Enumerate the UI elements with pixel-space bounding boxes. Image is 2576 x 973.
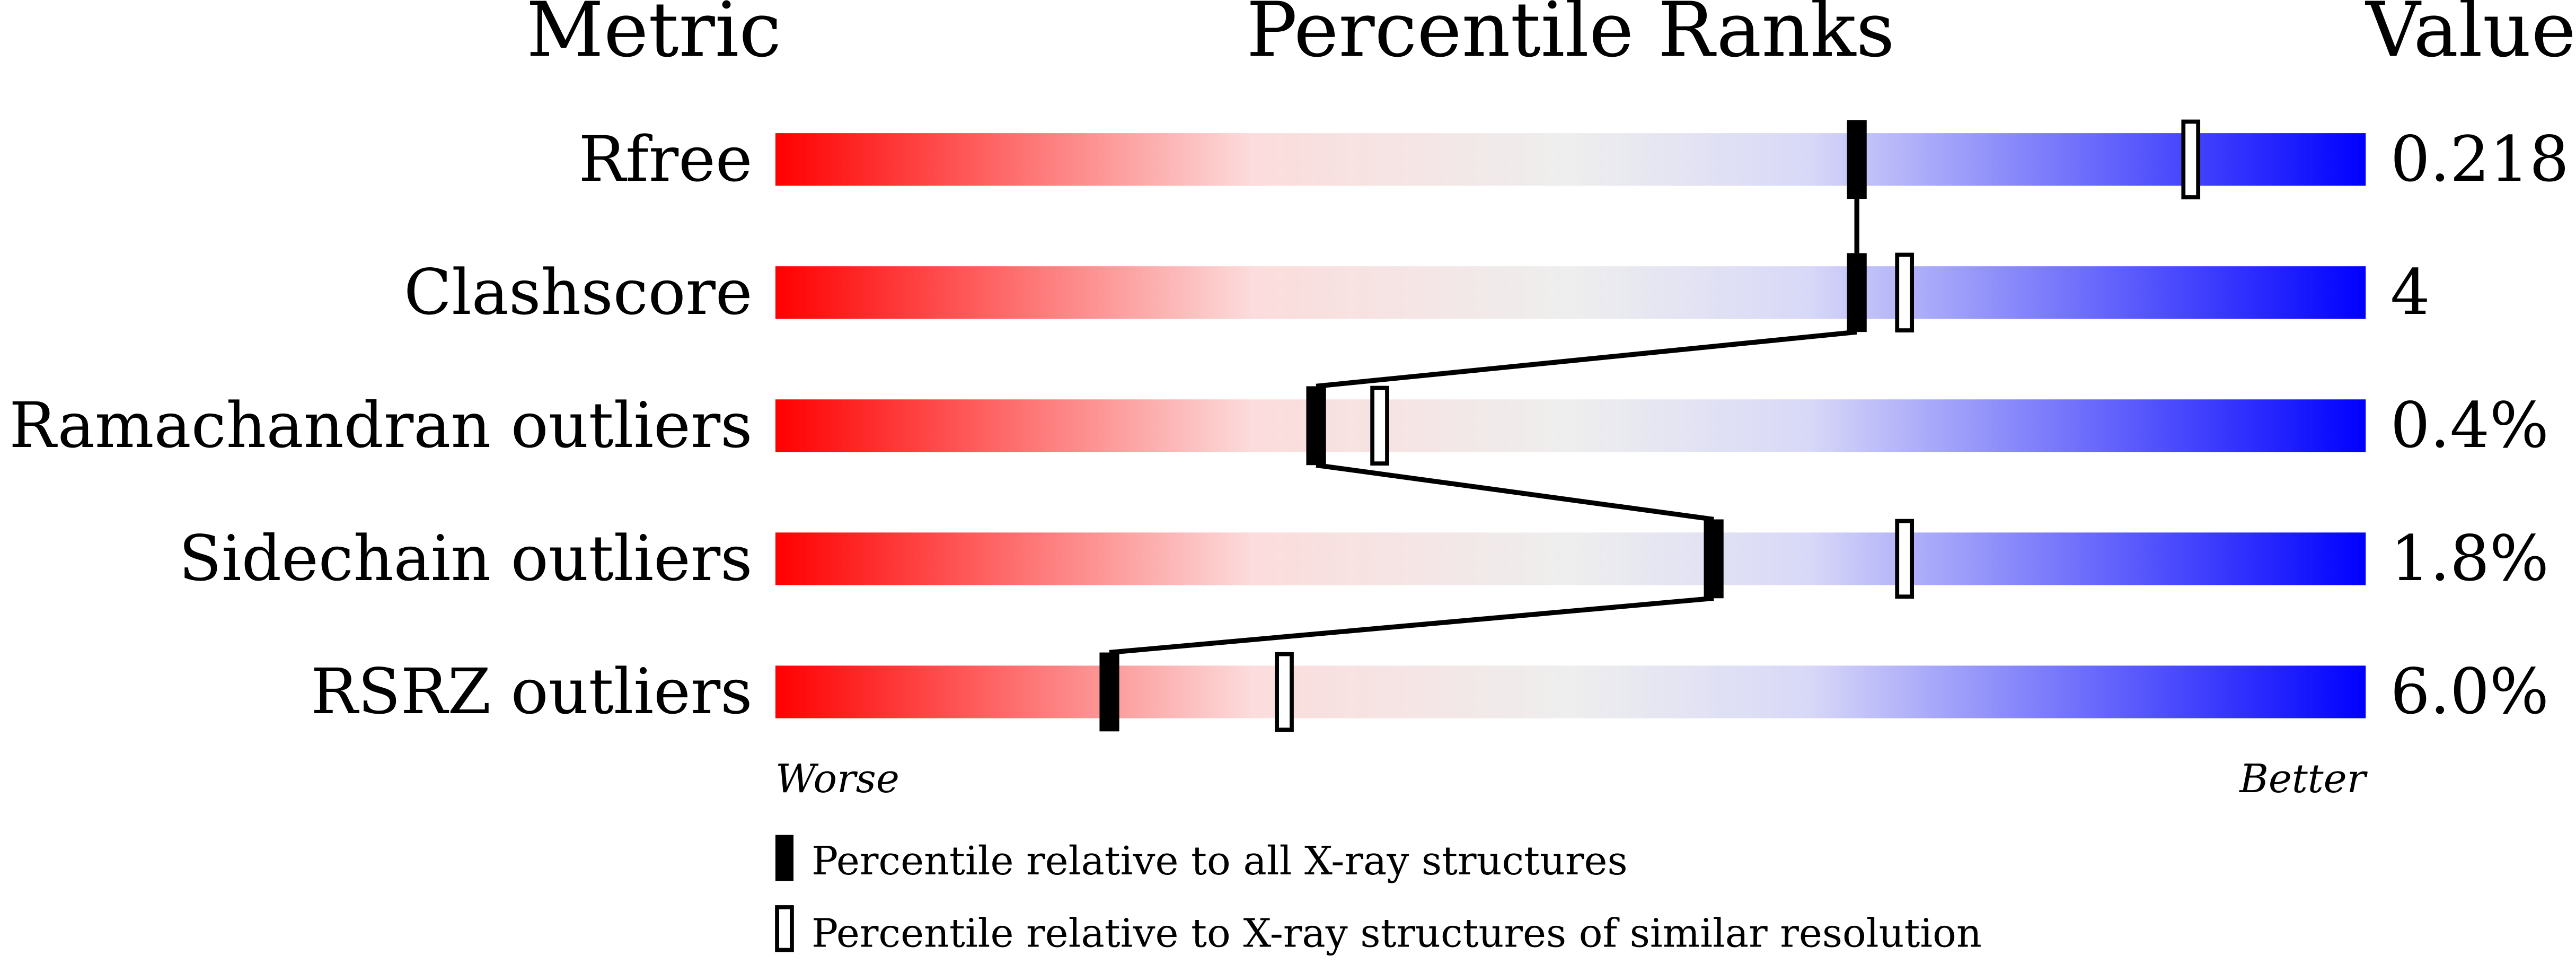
metric-label: Clashscore xyxy=(404,256,753,329)
marker-all-structures xyxy=(1099,652,1119,732)
marker-similar-resolution xyxy=(1895,252,1914,332)
marker-similar-resolution xyxy=(1275,652,1294,732)
axis-better-label: Better xyxy=(2238,756,2368,802)
connector-line xyxy=(1316,462,1714,522)
legend-all-label: Percentile relative to all X-ray structu… xyxy=(811,838,1628,884)
marker-similar-resolution xyxy=(1370,385,1389,466)
header-percentile-ranks: Percentile Ranks xyxy=(1247,0,1895,74)
marker-similar-resolution xyxy=(2181,119,2201,199)
legend-similar-marker xyxy=(775,905,794,952)
legend-all-marker xyxy=(775,835,794,881)
axis-worse-label: Worse xyxy=(775,756,899,802)
legend-similar-label: Percentile relative to X-ray structures … xyxy=(811,910,1982,956)
metric-label: RSRZ outliers xyxy=(311,655,752,728)
metric-value: 1.8% xyxy=(2390,522,2549,595)
header-value: Value xyxy=(2365,0,2576,74)
marker-all-structures xyxy=(1704,519,1724,599)
metric-value: 4 xyxy=(2390,256,2430,329)
connector-line xyxy=(1109,595,1714,655)
marker-all-structures xyxy=(1306,386,1326,466)
percentile-bar xyxy=(775,532,2366,585)
percentile-bar xyxy=(775,665,2366,718)
metric-value: 0.4% xyxy=(2390,389,2549,462)
header-metric: Metric xyxy=(526,0,781,74)
metric-value: 0.218 xyxy=(2390,123,2569,196)
metric-value: 6.0% xyxy=(2390,655,2549,728)
connector-line xyxy=(1316,329,1857,389)
marker-all-structures xyxy=(1847,120,1867,199)
percentile-bar xyxy=(775,399,2366,452)
percentile-bar xyxy=(775,266,2366,319)
metric-label: Ramachandran outliers xyxy=(9,389,752,462)
marker-similar-resolution xyxy=(1895,519,1914,599)
marker-all-structures xyxy=(1847,253,1867,332)
metric-label: Sidechain outliers xyxy=(179,522,752,595)
metric-label: Rfree xyxy=(579,123,753,196)
percentile-bar xyxy=(775,133,2366,186)
